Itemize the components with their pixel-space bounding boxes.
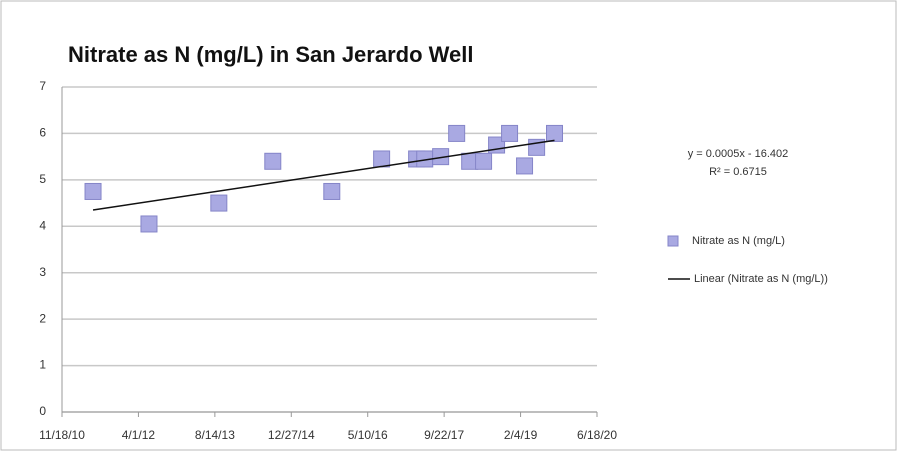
marker <box>448 124 466 142</box>
marker <box>140 215 158 233</box>
marker <box>264 152 282 170</box>
x-tick-label: 2/4/19 <box>504 428 538 442</box>
marker <box>546 124 564 142</box>
y-tick-label: 3 <box>39 265 46 279</box>
marker <box>210 194 228 212</box>
y-tick-label: 1 <box>39 358 46 372</box>
legend-label: Linear (Nitrate as N (mg/L)) <box>694 273 828 285</box>
x-tick-label: 9/22/17 <box>424 428 464 442</box>
trend-line <box>92 139 555 211</box>
x-tick-label: 5/10/16 <box>348 428 388 442</box>
x-tick-label: 4/1/12 <box>122 428 156 442</box>
trend-r2: R² = 0.6715 <box>709 166 767 178</box>
y-tick-label: 4 <box>39 218 46 232</box>
y-tick-label: 2 <box>39 311 46 325</box>
x-tick-label: 6/18/20 <box>577 428 617 442</box>
y-tick-label: 7 <box>39 79 46 93</box>
x-tick-label: 8/14/13 <box>195 428 235 442</box>
x-tick-label: 11/18/10 <box>39 428 85 442</box>
legend-marker <box>667 235 679 247</box>
chart-title: Nitrate as N (mg/L) in San Jerardo Well <box>68 42 473 67</box>
y-tick-label: 0 <box>39 404 46 418</box>
y-tick-label: 5 <box>39 172 46 186</box>
trend-equation: y = 0.0005x - 16.402 <box>688 148 789 160</box>
marker <box>516 157 534 175</box>
x-tick-label: 12/27/14 <box>268 428 315 442</box>
y-tick-label: 6 <box>39 126 46 140</box>
legend-label: Nitrate as N (mg/L) <box>692 235 785 247</box>
marker <box>501 124 519 142</box>
marker <box>475 152 493 170</box>
marker <box>373 150 391 168</box>
marker <box>84 182 102 200</box>
marker <box>323 182 341 200</box>
